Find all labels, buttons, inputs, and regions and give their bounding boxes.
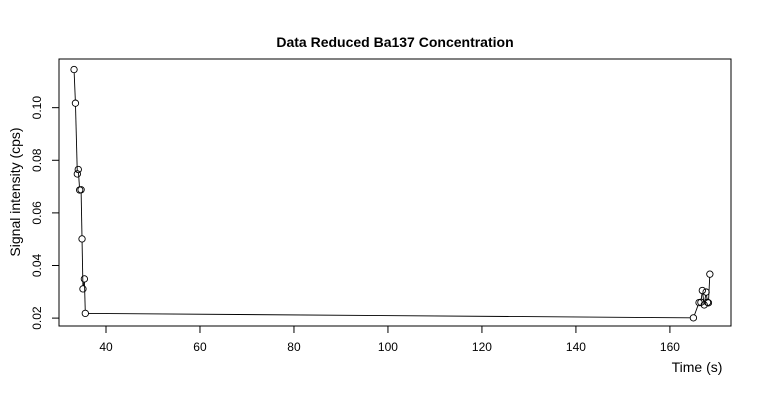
- series-layer: [70, 65, 714, 322]
- series-line-segment: [80, 192, 83, 236]
- data-point: [77, 186, 85, 194]
- series-line-segment: [75, 106, 78, 171]
- series-line-segment: [694, 305, 699, 315]
- x-tick-label: 40: [99, 340, 113, 354]
- series-line-segment: [73, 72, 76, 101]
- data-point: [689, 314, 698, 322]
- series-line-segment: [84, 282, 86, 311]
- data-point: [71, 99, 80, 107]
- data-point: [73, 170, 81, 178]
- y-tick-label: 0.06: [30, 201, 44, 225]
- series-line-segment: [708, 277, 711, 300]
- data-point: [81, 309, 89, 318]
- data-point: [80, 275, 89, 283]
- chart-title: Data Reduced Ba137 Concentration: [276, 34, 513, 50]
- data-point: [70, 65, 78, 74]
- series-line-segment: [78, 172, 80, 187]
- series-line-segment: [81, 242, 84, 286]
- y-tick-label: 0.02: [30, 306, 44, 330]
- data-point: [698, 286, 706, 295]
- x-tick-label: 160: [660, 340, 680, 354]
- data-point: [706, 270, 714, 278]
- y-tick-label: 0.08: [30, 148, 44, 172]
- x-tick-label: 80: [287, 340, 301, 354]
- x-axis-label: Time (s): [672, 359, 723, 375]
- data-point: [78, 235, 86, 243]
- series-line-segment: [700, 293, 703, 300]
- series-line-segment: [82, 282, 85, 286]
- data-point: [702, 288, 710, 296]
- y-tick-label: 0.04: [30, 253, 44, 277]
- plot-frame: [58, 58, 732, 327]
- series-line-segment: [706, 295, 708, 300]
- data-point: [79, 285, 87, 293]
- x-axis: 40 60 80 100 120 140 160: [99, 326, 680, 354]
- series-line-segment: [88, 312, 691, 319]
- x-tick-label: 100: [378, 340, 398, 354]
- data-point: [74, 165, 82, 174]
- x-tick-label: 140: [566, 340, 586, 354]
- y-axis-label: Signal intensity (cps): [7, 127, 23, 256]
- x-tick-label: 120: [472, 340, 492, 354]
- y-axis: 0.02 0.04 0.06 0.08 0.10: [30, 96, 59, 330]
- y-tick-label: 0.10: [30, 96, 44, 120]
- x-tick-label: 60: [193, 340, 207, 354]
- data-point: [704, 299, 713, 307]
